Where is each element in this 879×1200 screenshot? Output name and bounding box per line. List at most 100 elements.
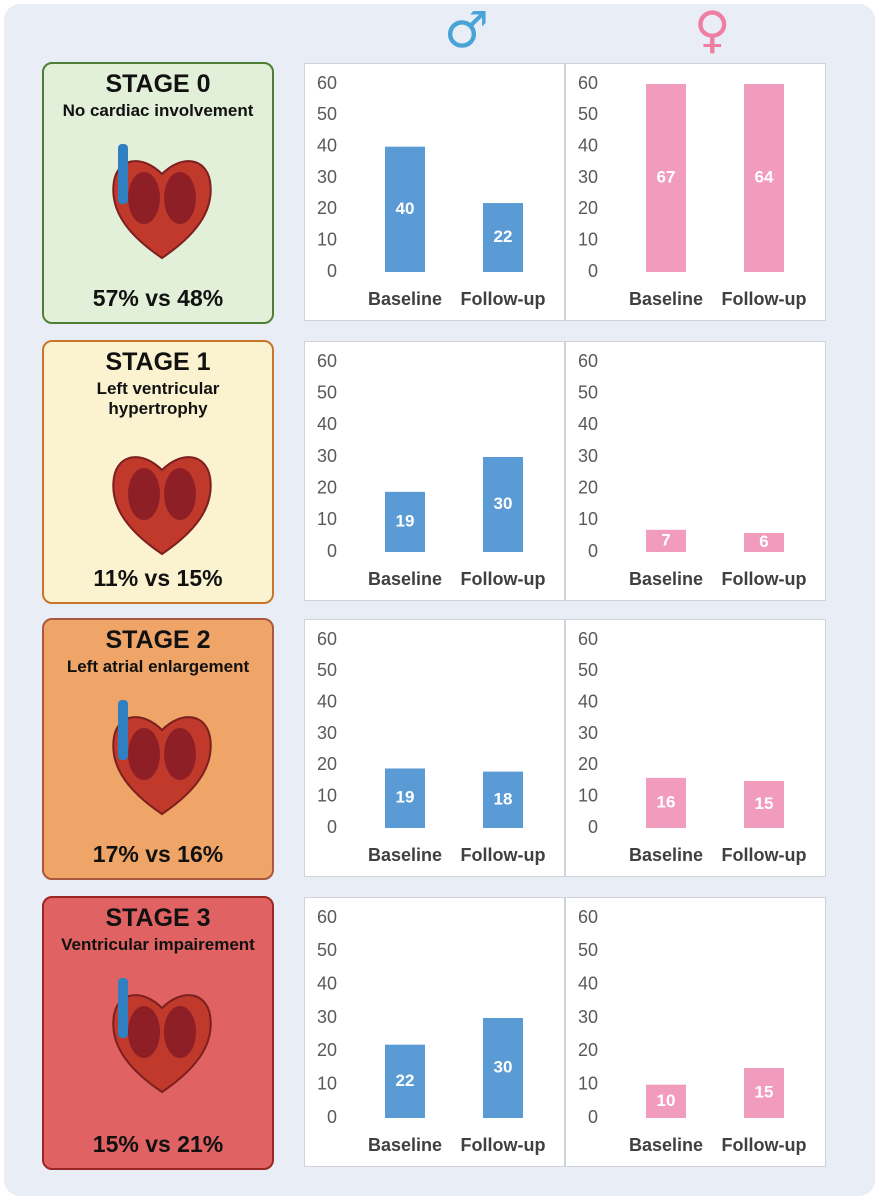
vessel: [118, 700, 128, 760]
y-tick-label: 60: [317, 907, 337, 927]
y-tick-label: 30: [317, 446, 337, 466]
y-tick-label: 50: [578, 660, 598, 680]
y-tick-label: 10: [578, 229, 598, 249]
stage-title: STAGE 1: [105, 348, 211, 376]
stage-box: STAGE 3 Ventricular impairement 15% vs 21%: [42, 896, 274, 1170]
x-tick-label: Baseline: [629, 289, 703, 309]
y-tick-label: 10: [578, 1073, 598, 1093]
heart-body: [112, 456, 212, 556]
x-tick-label: Follow-up: [461, 289, 546, 309]
y-tick-label: 0: [588, 817, 598, 837]
bar: [646, 84, 686, 272]
y-tick-label: 20: [317, 1040, 337, 1060]
heart-chamber: [128, 172, 160, 224]
data-label: 7: [661, 530, 670, 549]
heart-illustration: [112, 978, 212, 1094]
heart-illustration: [112, 700, 212, 816]
x-tick-label: Follow-up: [461, 845, 546, 865]
bar: [385, 1044, 425, 1118]
y-tick-label: 50: [317, 940, 337, 960]
data-label: 30: [494, 1057, 513, 1076]
x-tick-label: Baseline: [368, 289, 442, 309]
data-label: 10: [657, 1091, 676, 1110]
y-tick-label: 40: [578, 414, 598, 434]
y-tick-label: 60: [317, 73, 337, 93]
stage-comparison: 11% vs 15%: [93, 565, 223, 591]
x-tick-label: Follow-up: [722, 845, 807, 865]
y-tick-label: 10: [578, 785, 598, 805]
y-tick-label: 30: [317, 167, 337, 187]
y-tick-label: 40: [317, 691, 337, 711]
data-label: 22: [494, 227, 513, 246]
y-tick-label: 50: [317, 104, 337, 124]
data-label: 15: [755, 794, 774, 813]
bar: [385, 491, 425, 552]
bar: [483, 771, 523, 828]
y-tick-label: 60: [578, 351, 598, 371]
y-tick-label: 0: [588, 541, 598, 561]
y-tick-label: 40: [578, 135, 598, 155]
y-tick-label: 30: [578, 446, 598, 466]
y-tick-label: 60: [317, 629, 337, 649]
heart-illustration: [112, 456, 212, 556]
x-tick-label: Follow-up: [722, 289, 807, 309]
stage-subtitle: No cardiac involvement: [62, 101, 254, 120]
stage-subtitle: Left atrial enlargement: [66, 657, 250, 676]
bar: [646, 529, 686, 552]
bar: [483, 1018, 523, 1118]
data-label: 30: [494, 494, 513, 513]
x-tick-label: Baseline: [629, 569, 703, 589]
y-tick-label: 30: [578, 1007, 598, 1027]
y-tick-label: 20: [578, 477, 598, 497]
heart-chamber: [164, 468, 196, 520]
y-tick-label: 60: [578, 629, 598, 649]
bar: [646, 1084, 686, 1118]
bar: [744, 533, 784, 552]
y-tick-label: 50: [578, 940, 598, 960]
y-tick-label: 0: [588, 1107, 598, 1127]
y-tick-label: 40: [317, 414, 337, 434]
heart-chamber: [164, 1006, 196, 1058]
female-symbol: ♀: [694, 1, 731, 59]
chart-panel: 0 10 20 30 40 50 60 Baseline 67 Follow-up 64: [565, 63, 826, 321]
chart-panel: 0 10 20 30 40 50 60 Baseline 16 Follow-up 15: [565, 619, 826, 877]
y-tick-label: 20: [578, 198, 598, 218]
y-tick-label: 50: [317, 660, 337, 680]
chart-panel: 0 10 20 30 40 50 60 Baseline 40 Follow-up 22: [304, 63, 565, 321]
heart-chamber: [128, 468, 160, 520]
chart-panel: 0 10 20 30 40 50 60 Baseline 7 Follow-up 6: [565, 341, 826, 601]
y-tick-label: 20: [317, 477, 337, 497]
y-tick-label: 60: [578, 73, 598, 93]
y-tick-label: 40: [317, 973, 337, 993]
chart-panel: 0 10 20 30 40 50 60 Baseline 22 Follow-up 30: [304, 897, 565, 1167]
bar: [483, 203, 523, 272]
data-label: 19: [396, 511, 415, 530]
bar: [385, 146, 425, 272]
y-tick-label: 10: [317, 1073, 337, 1093]
heart-chamber: [128, 728, 160, 780]
bar: [385, 768, 425, 828]
data-label: 16: [657, 792, 676, 811]
vessel: [118, 144, 128, 204]
stage-subtitle: Ventricular impairement: [61, 935, 255, 954]
x-tick-label: Baseline: [368, 1135, 442, 1155]
x-tick-label: Follow-up: [461, 1135, 546, 1155]
y-tick-label: 50: [578, 382, 598, 402]
x-tick-label: Baseline: [368, 845, 442, 865]
y-tick-label: 20: [578, 1040, 598, 1060]
y-tick-label: 0: [327, 1107, 337, 1127]
data-label: 64: [755, 167, 774, 186]
data-label: 19: [396, 788, 415, 807]
vessel: [118, 978, 128, 1038]
y-tick-label: 0: [327, 261, 337, 281]
x-tick-label: Baseline: [368, 569, 442, 589]
x-tick-label: Baseline: [629, 845, 703, 865]
y-tick-label: 30: [317, 1007, 337, 1027]
y-tick-label: 20: [317, 198, 337, 218]
chart-panel: 0 10 20 30 40 50 60 Baseline 10 Follow-up 15: [565, 897, 826, 1167]
y-tick-label: 60: [317, 351, 337, 371]
stage-title: STAGE 3: [105, 904, 211, 932]
stage-subtitle: Left ventricular hypertrophy: [96, 379, 220, 418]
y-tick-label: 60: [578, 907, 598, 927]
